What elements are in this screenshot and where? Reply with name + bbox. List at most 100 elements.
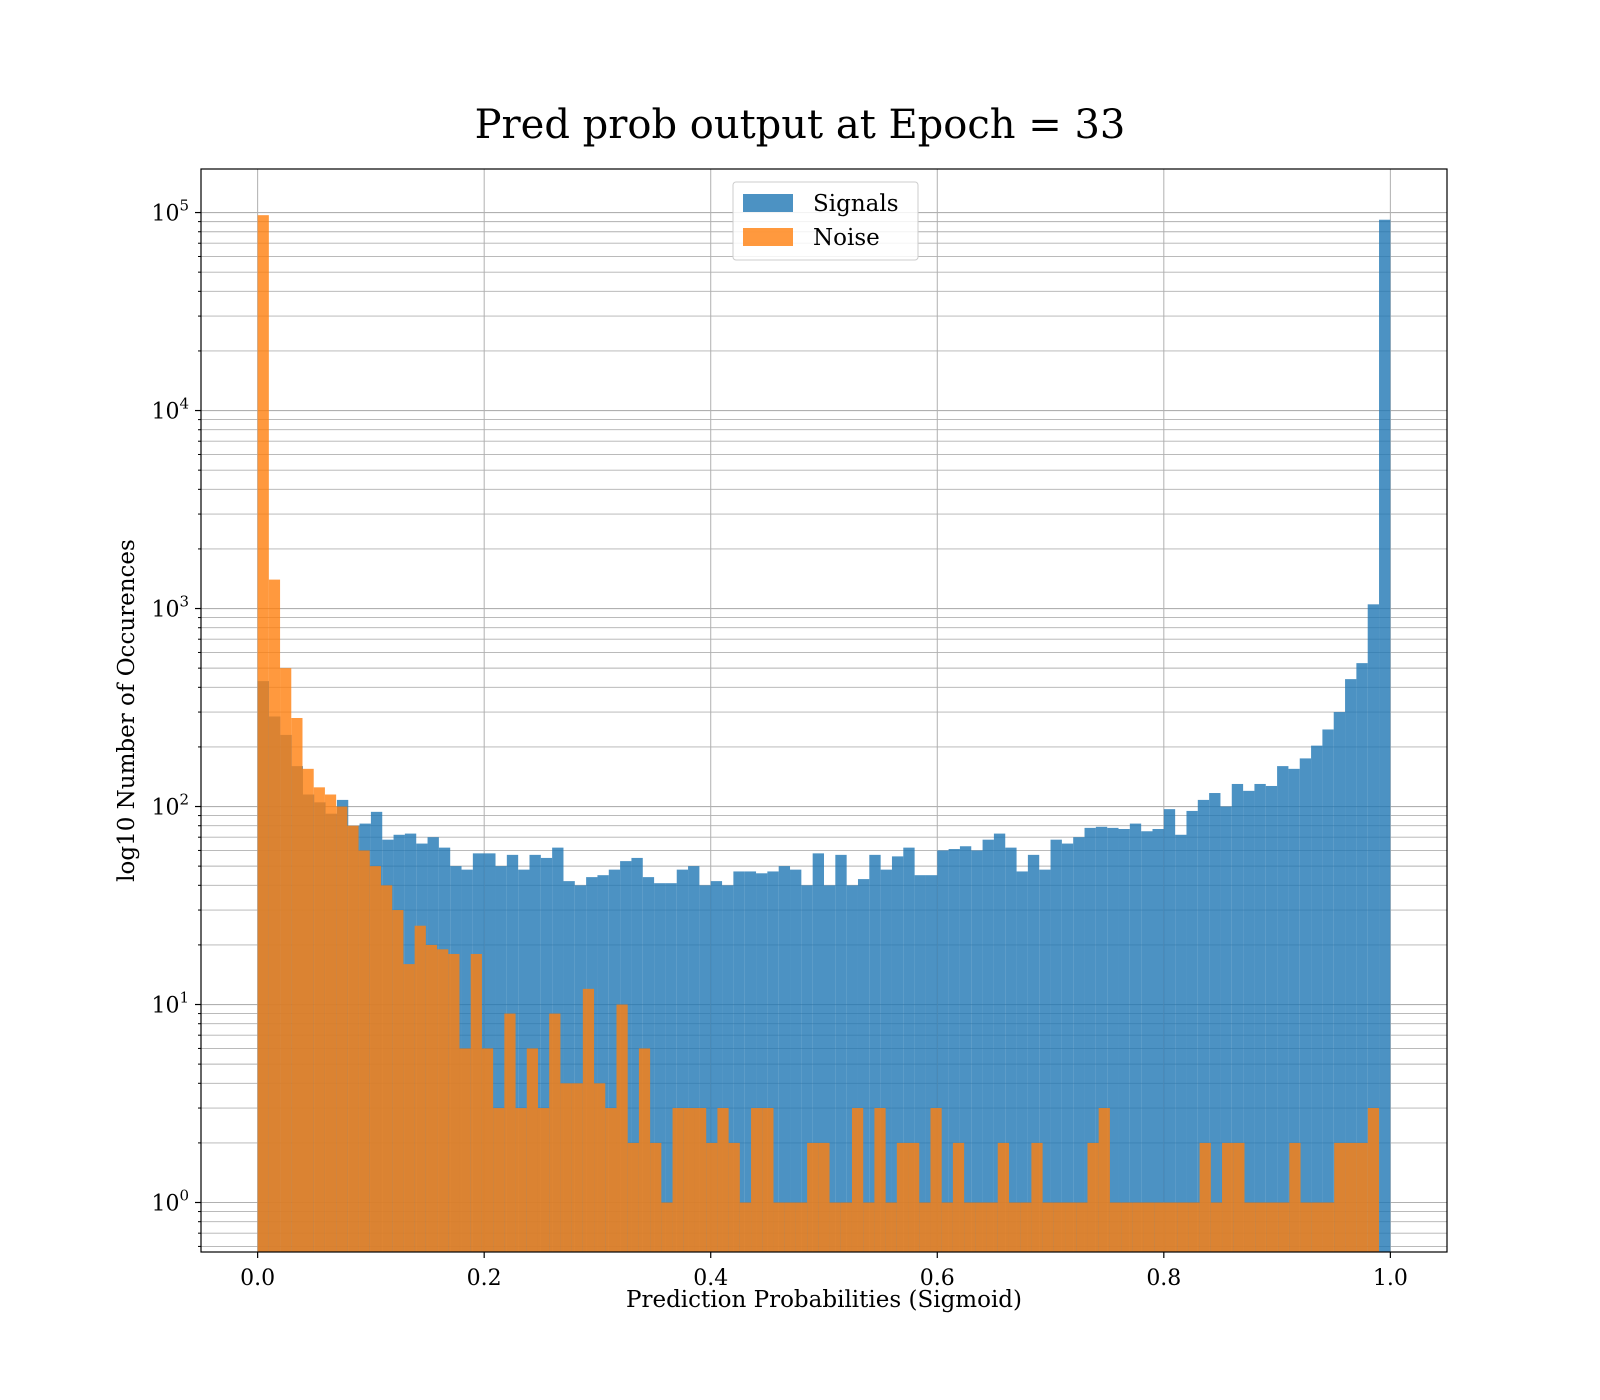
noise-bar: [324, 794, 337, 1252]
noise-bar: [1244, 1202, 1256, 1252]
noise-bar: [1367, 1108, 1380, 1252]
signals-bar: [756, 873, 768, 1252]
noise-bar: [1356, 1142, 1368, 1252]
noise-bar: [470, 953, 482, 1252]
noise-bar: [851, 1108, 864, 1252]
signals-bar: [608, 869, 621, 1252]
signals-bar: [518, 869, 530, 1252]
noise-bar: [1188, 1202, 1200, 1252]
noise-bar: [1098, 1108, 1110, 1252]
signals-bar: [891, 856, 904, 1252]
noise-bar: [403, 964, 415, 1252]
signals-legend-swatch: [743, 194, 793, 212]
signals-bar: [824, 885, 836, 1252]
noise-bar: [493, 1108, 505, 1252]
noise-bar: [616, 1004, 628, 1252]
signals-bar: [1107, 827, 1119, 1252]
signals-bar: [1016, 871, 1028, 1252]
noise-bar: [941, 1202, 953, 1252]
noise-bar: [425, 944, 438, 1252]
noise-bar: [1087, 1142, 1099, 1252]
noise-bar: [795, 1202, 808, 1252]
signals-bar: [971, 850, 983, 1252]
signals-bar: [540, 857, 553, 1252]
noise-bar: [1222, 1142, 1234, 1252]
signals-bar: [948, 849, 960, 1252]
noise-bar: [1121, 1202, 1133, 1252]
signals-bar: [1265, 785, 1278, 1252]
noise-bar: [1053, 1202, 1066, 1252]
noise-bar: [549, 1013, 561, 1252]
noise-bar: [683, 1108, 695, 1252]
signals-bar: [1322, 729, 1334, 1252]
noise-bar: [1334, 1142, 1346, 1252]
signals-bar: [1243, 790, 1255, 1252]
signals-bar: [1299, 758, 1312, 1252]
noise-bar: [380, 885, 393, 1252]
signals-bar: [1197, 799, 1210, 1252]
noise-bar: [1109, 1202, 1122, 1252]
noise-bar: [807, 1142, 819, 1252]
signals-bar: [563, 881, 575, 1252]
noise-bar: [481, 1048, 494, 1252]
signals-bar: [812, 853, 824, 1252]
signals-bar: [597, 875, 609, 1252]
noise-bar: [706, 1142, 718, 1252]
noise-bar: [997, 1142, 1009, 1252]
noise-bar: [717, 1108, 729, 1252]
noise-bar: [908, 1142, 920, 1252]
signals-bar: [1005, 847, 1017, 1252]
noise-bar: [1322, 1202, 1335, 1252]
signals-bar: [722, 885, 734, 1252]
noise-bar: [694, 1108, 707, 1252]
noise-bar: [638, 1048, 651, 1252]
y-tick-label: 102: [151, 791, 189, 821]
signals-bar: [1027, 854, 1040, 1252]
noise-bar: [369, 866, 381, 1252]
noise-bar: [863, 1202, 875, 1252]
signals-bar: [631, 857, 643, 1252]
x-tick-label: 0.8: [1146, 1266, 1181, 1291]
signals-bar: [1163, 809, 1176, 1252]
noise-bar: [930, 1108, 942, 1252]
signals-bar: [688, 866, 700, 1252]
noise-bar: [437, 949, 449, 1252]
noise-bar: [964, 1202, 976, 1252]
signals-bar: [574, 885, 587, 1252]
noise-bar: [1031, 1142, 1043, 1252]
noise-bar: [1008, 1202, 1021, 1252]
x-tick-label: 0.0: [240, 1266, 275, 1291]
signals-bar: [1231, 783, 1244, 1252]
signals-bar: [857, 879, 870, 1252]
signals-bar: [1277, 766, 1289, 1252]
signals-bar: [1288, 768, 1300, 1252]
x-tick-label: 0.4: [693, 1266, 728, 1291]
noise-bar: [1255, 1202, 1267, 1252]
noise-bar: [672, 1108, 684, 1252]
signals-bar: [1367, 604, 1380, 1252]
signals-bar: [835, 854, 847, 1252]
noise-bar: [414, 925, 426, 1252]
noise-bar: [594, 1083, 606, 1252]
signals-bar: [937, 850, 949, 1252]
noise-bar: [560, 1083, 572, 1252]
noise-bar: [392, 910, 404, 1252]
signals-bar: [1050, 839, 1062, 1252]
signals-bar: [1084, 827, 1096, 1252]
noise-bar: [571, 1083, 583, 1252]
noise-bar: [504, 1013, 516, 1252]
noise-bar: [515, 1108, 527, 1252]
noise-bar: [661, 1202, 673, 1252]
noise-bar: [448, 953, 460, 1252]
noise-bar: [773, 1202, 785, 1252]
noise-bar: [1266, 1202, 1279, 1252]
y-tick-label: 101: [151, 989, 189, 1019]
signals-bar: [869, 854, 881, 1252]
noise-bar: [874, 1108, 886, 1252]
signals-bar: [744, 871, 757, 1252]
signals-bar: [1095, 826, 1108, 1252]
signals-bar: [1152, 828, 1164, 1252]
signals-bar: [982, 839, 994, 1252]
noise-bar: [1076, 1202, 1088, 1252]
